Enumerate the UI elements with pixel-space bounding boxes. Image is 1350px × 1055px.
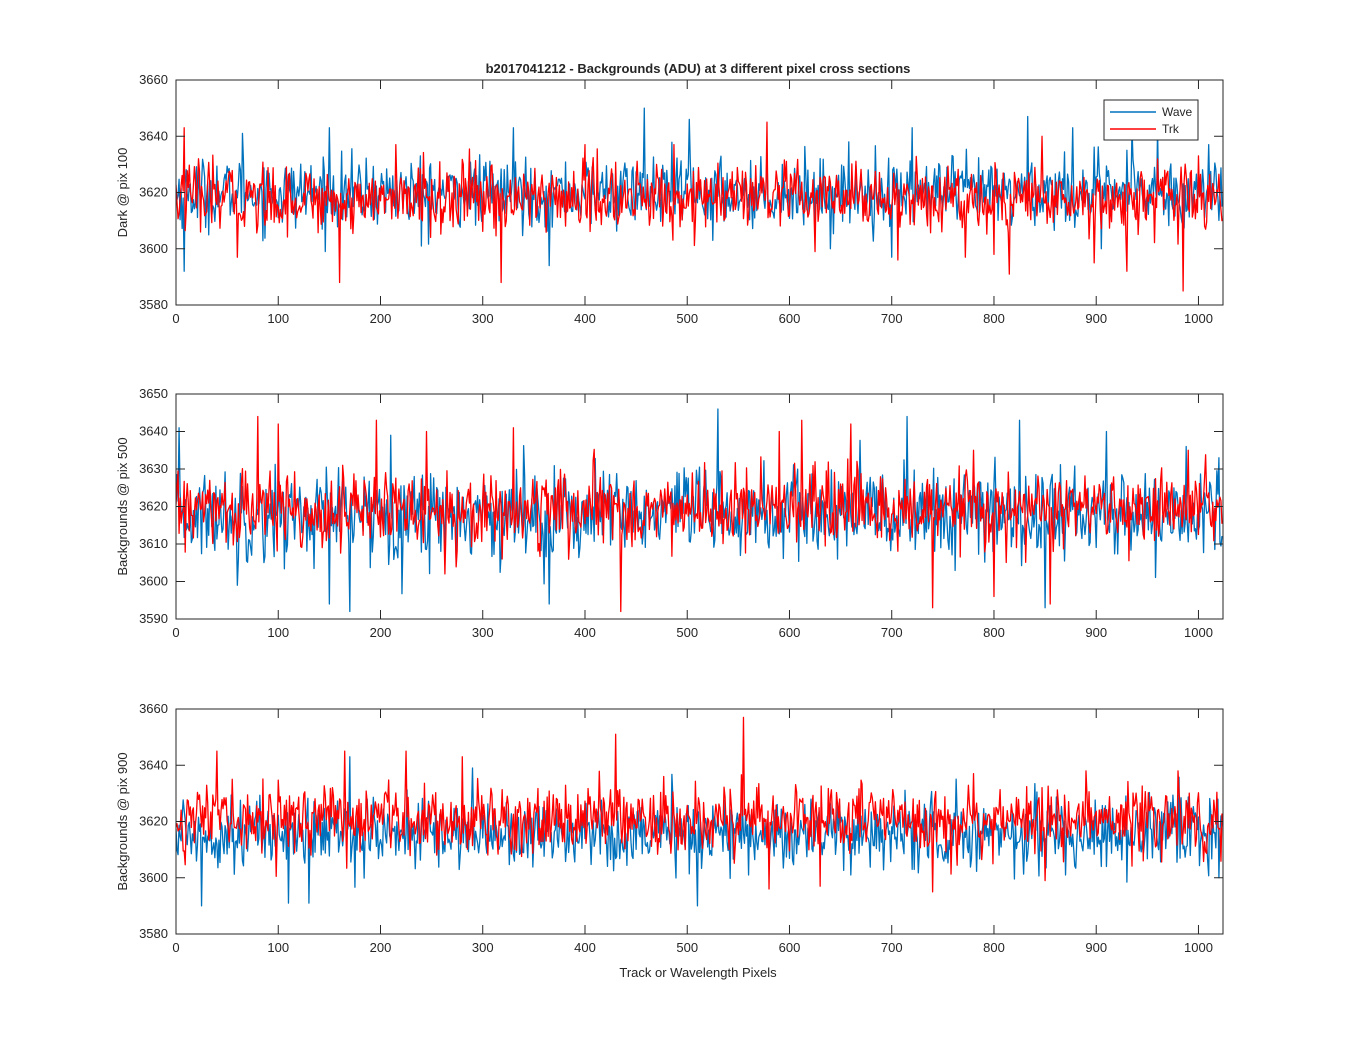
panels-group: 0 100 200 300 400 500 600 700 800 900 100035803600… xyxy=(115,72,1224,955)
y-tick-label: 3600 xyxy=(139,241,168,256)
x-tick-label: 200 xyxy=(370,625,392,640)
x-tick-label: 900 xyxy=(1085,311,1107,326)
series-line-trk xyxy=(176,121,1223,292)
y-tick-label: 3620 xyxy=(139,499,168,514)
y-tick-label: 3600 xyxy=(139,574,168,589)
x-tick-label: 100 xyxy=(267,311,289,326)
legend-label-trk: Trk xyxy=(1162,122,1180,136)
x-axis-label: Track or Wavelength Pixels xyxy=(619,965,777,980)
x-tick-label: 600 xyxy=(779,311,801,326)
x-tick-label: 1000 xyxy=(1184,940,1213,955)
y-axis-label: Dark @ pix 100 xyxy=(115,148,130,238)
legend-box xyxy=(1103,99,1199,141)
x-tick-label: 800 xyxy=(983,625,1005,640)
x-tick-label: 400 xyxy=(574,625,596,640)
x-tick-label: 500 xyxy=(676,311,698,326)
x-tick-label: 1000 xyxy=(1184,311,1213,326)
y-tick-label: 3610 xyxy=(139,536,168,551)
x-tick-label: 1000 xyxy=(1184,625,1213,640)
series-line-wave xyxy=(176,756,1223,907)
y-tick-label: 3640 xyxy=(139,757,168,772)
x-tick-label: 700 xyxy=(881,625,903,640)
legend-label-wave: Wave xyxy=(1162,105,1193,119)
y-tick-label: 3590 xyxy=(139,611,168,626)
x-tick-label: 200 xyxy=(370,940,392,955)
y-tick-label: 3600 xyxy=(139,870,168,885)
y-axis-label: Backgrounds @ pix 500 xyxy=(115,437,130,575)
x-tick-label: 0 xyxy=(172,940,179,955)
x-tick-label: 200 xyxy=(370,311,392,326)
x-tick-label: 400 xyxy=(574,311,596,326)
series-line-trk xyxy=(176,415,1223,613)
x-tick-label: 800 xyxy=(983,940,1005,955)
y-tick-label: 3630 xyxy=(139,461,168,476)
x-tick-label: 300 xyxy=(472,625,494,640)
y-tick-label: 3620 xyxy=(139,185,168,200)
panel-1: 0 100 200 300 400 500 600 700 800 900 1000 3580 3600… xyxy=(115,72,1224,326)
x-tick-label: 400 xyxy=(574,940,596,955)
x-tick-label: 100 xyxy=(267,625,289,640)
panel-2: 0 100 200 300 400 500 600 700 800 900 1000 3590 3600… xyxy=(115,386,1224,640)
series-line-trk xyxy=(176,716,1223,893)
series-lines xyxy=(176,107,1223,292)
x-tick-label: 900 xyxy=(1085,940,1107,955)
x-tick-label: 0 xyxy=(172,625,179,640)
y-tick-label: 3620 xyxy=(139,814,168,829)
y-tick-label: 3660 xyxy=(139,701,168,716)
x-tick-label: 600 xyxy=(779,625,801,640)
figure-title: b2017041212 - Backgrounds (ADU) at 3 dif… xyxy=(486,61,911,76)
x-tick-label: 300 xyxy=(472,311,494,326)
x-tick-label: 300 xyxy=(472,940,494,955)
x-tick-label: 500 xyxy=(676,625,698,640)
y-axis-label: Backgrounds @ pix 900 xyxy=(115,752,130,890)
y-tick-label: 3650 xyxy=(139,386,168,401)
y-tick-label: 3640 xyxy=(139,128,168,143)
x-tick-label: 700 xyxy=(881,940,903,955)
panel-3: 0 100 200 300 400 500 600 700 800 900 1000 3580 3600… xyxy=(115,701,1224,955)
y-tick-label: 3580 xyxy=(139,926,168,941)
legend: Wave Trk xyxy=(1103,99,1199,141)
x-tick-label: 900 xyxy=(1085,625,1107,640)
x-tick-label: 100 xyxy=(267,940,289,955)
x-tick-label: 700 xyxy=(881,311,903,326)
y-tick-label: 3640 xyxy=(139,424,168,439)
series-line-wave xyxy=(176,408,1223,613)
series-lines xyxy=(176,716,1223,907)
x-tick-label: 0 xyxy=(172,311,179,326)
x-tick-label: 600 xyxy=(779,940,801,955)
series-lines xyxy=(176,408,1223,613)
x-tick-label: 800 xyxy=(983,311,1005,326)
y-tick-label: 3660 xyxy=(139,72,168,87)
y-tick-label: 3580 xyxy=(139,297,168,312)
x-tick-label: 500 xyxy=(676,940,698,955)
